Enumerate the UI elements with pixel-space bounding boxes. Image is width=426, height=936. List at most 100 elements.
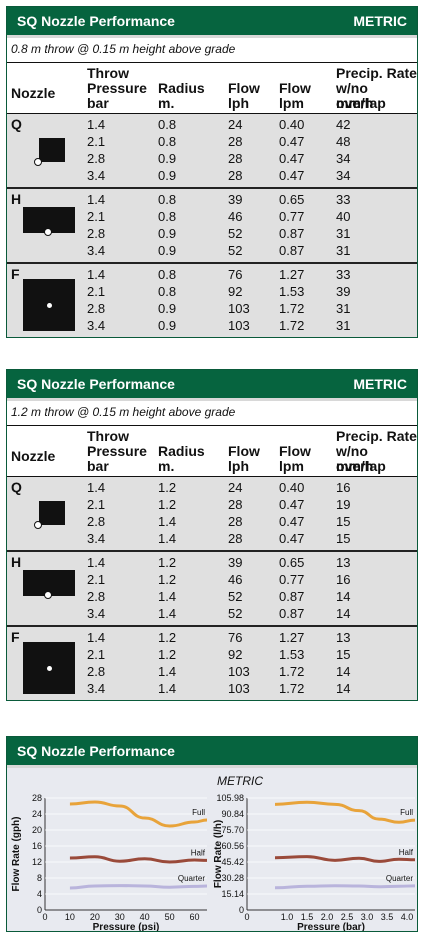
table-row: 1.4 1.2 24 0.40 16 bbox=[7, 480, 417, 495]
x-tick-label: 3.0 bbox=[361, 912, 374, 922]
table-cell: 34 bbox=[336, 168, 351, 183]
table-cell: 24 bbox=[228, 480, 243, 495]
table-cell: 40 bbox=[336, 209, 351, 224]
y-tick-label: 28 bbox=[32, 793, 42, 803]
x-tick-label: 20 bbox=[90, 912, 100, 922]
table-cell: 15 bbox=[336, 531, 351, 546]
table-cell: 34 bbox=[336, 151, 351, 166]
x-tick-label: 0 bbox=[42, 912, 47, 922]
col-flow-lph-2: lph bbox=[228, 95, 249, 111]
table-cell: 0.9 bbox=[158, 318, 177, 333]
table-cell: 0.65 bbox=[279, 555, 305, 570]
x-tick-label: 40 bbox=[140, 912, 150, 922]
table-cell: 42 bbox=[336, 117, 351, 132]
col-flow-lpm-1: Flow bbox=[279, 443, 311, 459]
table-cell: 1.4 bbox=[87, 267, 106, 282]
nozzle-dot-icon bbox=[47, 303, 52, 308]
table-title: SQ Nozzle Performance bbox=[17, 13, 175, 29]
table-cell: 28 bbox=[228, 531, 243, 546]
table-cell: 1.27 bbox=[279, 630, 305, 645]
table-row: 2.1 0.8 92 1.53 39 bbox=[7, 284, 417, 299]
col-throw-3: bar bbox=[87, 95, 109, 111]
nozzle-dot-icon bbox=[34, 521, 42, 529]
table-cell: 103 bbox=[228, 681, 250, 696]
y-tick-label: 16 bbox=[32, 841, 42, 851]
table-row: 2.8 0.9 28 0.47 34 bbox=[7, 151, 417, 166]
table-cell: 2.8 bbox=[87, 151, 106, 166]
table-cell: 1.4 bbox=[158, 589, 177, 604]
table-cell: 2.1 bbox=[87, 134, 106, 149]
table-cell: 0.8 bbox=[158, 192, 177, 207]
table-cell: 2.1 bbox=[87, 209, 106, 224]
y-axis-label: Flow Rate (gph) bbox=[11, 817, 22, 892]
table-row: 2.8 0.9 52 0.87 31 bbox=[7, 226, 417, 241]
y-tick-label: 75.70 bbox=[221, 825, 244, 835]
table-cell: 1.4 bbox=[87, 630, 106, 645]
table-cell: 0.87 bbox=[279, 243, 305, 258]
table-cell: 3.4 bbox=[87, 243, 106, 258]
table-cell: 1.2 bbox=[158, 630, 177, 645]
series-line-half bbox=[69, 855, 208, 864]
table-cell: 28 bbox=[228, 514, 243, 529]
table-cell: 0.47 bbox=[279, 134, 305, 149]
table-cell: 1.72 bbox=[279, 318, 305, 333]
table-row: 3.4 0.9 28 0.47 34 bbox=[7, 168, 417, 183]
table-cell: 48 bbox=[336, 134, 351, 149]
quarter-pattern-icon bbox=[39, 138, 65, 162]
col-precip-2: w/no overlap bbox=[336, 443, 386, 474]
table-cell: 2.8 bbox=[87, 514, 106, 529]
table-row: 2.1 0.8 28 0.47 48 bbox=[7, 134, 417, 149]
y-tick-label: 15.14 bbox=[221, 889, 244, 899]
table-cell: 52 bbox=[228, 226, 243, 241]
table-subtitle: 0.8 m throw @ 0.15 m height above grade bbox=[7, 38, 417, 63]
chart-panel-title: SQ Nozzle Performance bbox=[17, 743, 175, 759]
table-cell: 0.47 bbox=[279, 514, 305, 529]
table-cell: 103 bbox=[228, 664, 250, 679]
nozzle-dot-icon bbox=[47, 666, 52, 671]
table-cell: 0.47 bbox=[279, 151, 305, 166]
table-cell: 1.53 bbox=[279, 284, 305, 299]
table-row: 2.1 1.2 46 0.77 16 bbox=[7, 572, 417, 587]
table-cell: 0.40 bbox=[279, 117, 305, 132]
table-cell: 1.2 bbox=[158, 572, 177, 587]
y-tick-label: 0 bbox=[239, 905, 244, 915]
table-row: 1.4 0.8 24 0.40 42 bbox=[7, 117, 417, 132]
table-cell: 2.1 bbox=[87, 647, 106, 662]
y-tick-label: 4 bbox=[37, 889, 42, 899]
table-row: 1.4 1.2 76 1.27 13 bbox=[7, 630, 417, 645]
col-flow-lpm-2: lpm bbox=[279, 458, 304, 474]
col-throw-3: bar bbox=[87, 458, 109, 474]
table-title: SQ Nozzle Performance bbox=[17, 376, 175, 392]
table-cell: 46 bbox=[228, 572, 243, 587]
table-cell: 31 bbox=[336, 318, 351, 333]
series-line-quarter bbox=[69, 884, 208, 890]
table-row: 1.4 0.8 76 1.27 33 bbox=[7, 267, 417, 282]
nozzle-group-half: H 1.4 0.8 39 0.65 33 2.1 0.8 46 0.77 40 2.8 0.9 52 0.8… bbox=[7, 187, 417, 262]
y-tick-label: 90.84 bbox=[221, 809, 244, 819]
table-row: 3.4 1.4 103 1.72 14 bbox=[7, 681, 417, 696]
table-cell: 46 bbox=[228, 209, 243, 224]
table-cell: 1.4 bbox=[87, 117, 106, 132]
table-cell: 0.8 bbox=[158, 134, 177, 149]
table-cell: 28 bbox=[228, 497, 243, 512]
col-throw-2: Pressure bbox=[87, 80, 147, 96]
table-cell: 3.4 bbox=[87, 318, 106, 333]
table-cell: 0.9 bbox=[158, 168, 177, 183]
nozzle-table-1: SQ Nozzle Performance METRIC 0.8 m throw @… bbox=[6, 6, 418, 338]
table-cell: 0.8 bbox=[158, 117, 177, 132]
table-cell: 31 bbox=[336, 243, 351, 258]
col-flow-lpm-1: Flow bbox=[279, 80, 311, 96]
table-cell: 0.9 bbox=[158, 151, 177, 166]
col-nozzle: Nozzle bbox=[11, 448, 56, 464]
table-cell: 2.8 bbox=[87, 226, 106, 241]
table-cell: 33 bbox=[336, 267, 351, 282]
table-cell: 92 bbox=[228, 647, 243, 662]
table-cell: 0.8 bbox=[158, 209, 177, 224]
nozzle-group-full: F 1.4 1.2 76 1.27 13 2.1 1.2 92 1.53 15 2.8 1.4 103 1.… bbox=[7, 625, 417, 700]
table-cell: 2.1 bbox=[87, 497, 106, 512]
column-headers: Nozzle Throw Pressure bar Radius m. Flow… bbox=[7, 63, 417, 114]
table-cell: 0.8 bbox=[158, 267, 177, 282]
table-row: 2.1 0.8 46 0.77 40 bbox=[7, 209, 417, 224]
table-cell: 28 bbox=[228, 168, 243, 183]
series-line-full bbox=[274, 800, 416, 824]
